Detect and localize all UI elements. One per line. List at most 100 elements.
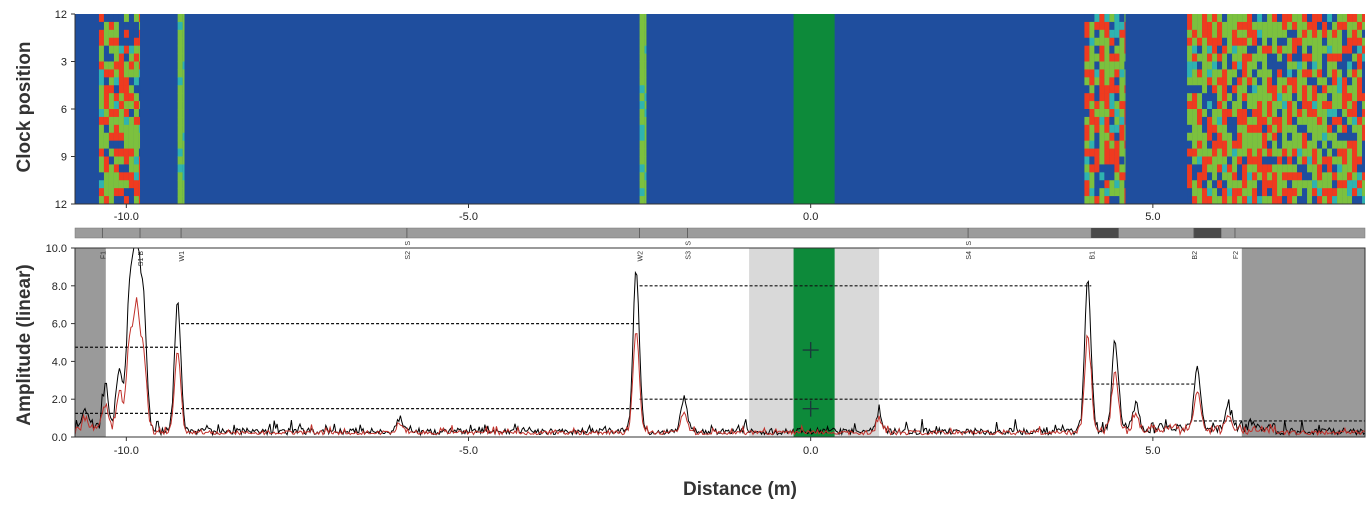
heatmap-cell	[138, 45, 141, 55]
heatmap-cell	[1227, 116, 1233, 126]
heatmap-cell	[1187, 148, 1193, 157]
heatmap-cell	[1267, 29, 1273, 39]
heatmap-cell	[1084, 188, 1090, 197]
heatmap-cell	[1287, 101, 1293, 110]
heatmap-cell	[1257, 172, 1263, 181]
heatmap-cell	[1282, 21, 1288, 31]
heatmap-cell	[1109, 69, 1115, 78]
heatmap-cell	[1207, 164, 1213, 173]
heatmap-cell	[177, 116, 183, 126]
heatmap-cell	[98, 77, 104, 86]
heatmap-cell	[1094, 116, 1100, 126]
heatmap-cell	[1237, 164, 1243, 173]
heatmap-cell	[1282, 156, 1288, 165]
heatmap-cell	[1252, 116, 1258, 126]
heatmap-cell	[1084, 109, 1090, 118]
heatmap-cell	[1192, 77, 1198, 86]
heatmap-cell	[113, 180, 119, 189]
heatmap-cell	[1282, 188, 1288, 197]
heatmap-cell	[177, 180, 183, 189]
heatmap-cell	[1297, 45, 1303, 55]
heatmap-cell	[118, 172, 124, 181]
heatmap-cell	[1347, 140, 1353, 150]
heatmap-cell	[1084, 101, 1090, 110]
heatmap-cell	[1292, 85, 1298, 94]
heatmap-cell	[1202, 69, 1208, 78]
heatmap-cell	[1257, 61, 1263, 70]
heatmap-cell	[1252, 61, 1258, 70]
heatmap-cell	[1207, 132, 1213, 142]
heatmap-cell	[1347, 29, 1353, 39]
heatmap-cell	[1342, 196, 1348, 205]
heatmap-cell	[1257, 188, 1263, 197]
heatmap-cell	[644, 93, 647, 102]
heatmap-cell	[1317, 156, 1323, 165]
heatmap-cell	[1099, 109, 1105, 118]
heatmap-cell	[1232, 93, 1238, 102]
heatmap-cell	[1262, 21, 1268, 31]
heatmap-cell	[1187, 53, 1193, 62]
heatmap-cell	[1327, 53, 1333, 62]
heatmap-cell	[1094, 53, 1100, 62]
heatmap-cell	[138, 188, 141, 197]
heatmap-cell	[1292, 172, 1298, 181]
heatmap-cell	[138, 14, 141, 23]
heatmap-cell	[133, 77, 139, 86]
heatmap-cell	[1124, 69, 1126, 78]
heatmap-cell	[1327, 77, 1333, 86]
heatmap-cell	[1357, 61, 1363, 70]
heatmap-cell	[1357, 77, 1363, 86]
heatmap-cell	[1104, 148, 1110, 157]
heatmap-cell	[1232, 196, 1238, 205]
heatmap-cell	[1089, 21, 1095, 31]
heatmap-cell	[1347, 148, 1353, 157]
heatmap-cell	[1222, 53, 1228, 62]
heatmap-cell	[1217, 164, 1223, 173]
heatmap-cell	[1252, 45, 1258, 55]
heatmap-cell	[639, 109, 645, 118]
event-marker-label: W2	[638, 251, 645, 262]
heatmap-cell	[1282, 109, 1288, 118]
heatmap-cell	[1252, 21, 1258, 31]
heatmap-cell	[1089, 29, 1095, 39]
heatmap-cell	[1232, 140, 1238, 150]
heatmap-cell	[1287, 109, 1293, 118]
heatmap-cell	[123, 101, 129, 110]
heatmap-cell	[1227, 29, 1233, 39]
heatmap-cell	[98, 180, 104, 189]
heatmap-cell	[1192, 85, 1198, 94]
heatmap-cell	[1109, 53, 1115, 62]
heatmap-cell	[1237, 196, 1243, 205]
heatmap-cell	[118, 140, 124, 150]
heatmap-cell	[1197, 69, 1203, 78]
heatmap-cell	[1332, 61, 1338, 70]
heatmap-cell	[1242, 37, 1248, 47]
heatmap-cell	[1237, 85, 1243, 94]
heatmap-cell	[1222, 148, 1228, 157]
heatmap-cell	[1192, 53, 1198, 62]
heatmap-cell	[1287, 29, 1293, 39]
heatmap-cell	[639, 77, 645, 86]
heatmap-cell	[1237, 180, 1243, 189]
heatmap-cell	[1242, 188, 1248, 197]
heatmap-cell	[1317, 93, 1323, 102]
heatmap-cell	[1342, 188, 1348, 197]
heatmap-cell	[1317, 21, 1323, 31]
heatmap-cell	[123, 180, 129, 189]
heatmap-cell	[1084, 180, 1090, 189]
heatmap-cell	[1192, 69, 1198, 78]
heatmap-cell	[1247, 61, 1253, 70]
heatmap-cell	[1084, 61, 1090, 70]
heatmap-cell	[128, 188, 134, 197]
heatmap-cell	[118, 45, 124, 55]
heatmap-cell	[1217, 93, 1223, 102]
heatmap-cell	[1347, 85, 1353, 94]
heatmap-cell	[1099, 69, 1105, 78]
heatmap-cell	[1084, 124, 1090, 134]
heatmap-cell	[639, 196, 645, 205]
heatmap-cell	[1119, 124, 1125, 134]
heatmap-cell	[1212, 188, 1218, 197]
heatmap-cell	[128, 45, 134, 55]
heatmap-cell	[1237, 148, 1243, 157]
heatmap-cell	[118, 77, 124, 86]
